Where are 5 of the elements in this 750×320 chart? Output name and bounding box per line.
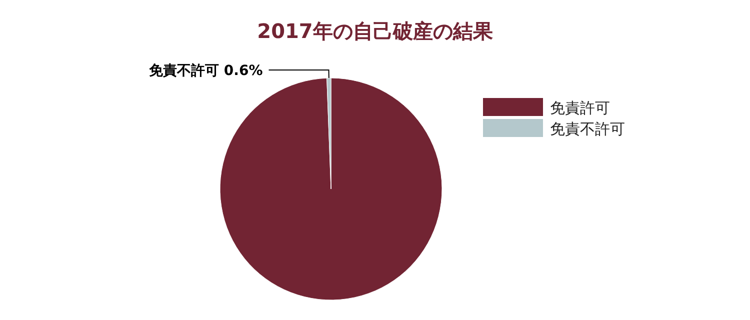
legend-label: 免責許可 (550, 99, 610, 117)
pie-slice (220, 78, 442, 300)
category-label: 免責不許可 0.6% (149, 63, 263, 80)
legend-label: 免責不許可 (550, 120, 625, 138)
chart-title: 2017年の自己破産の結果 (257, 19, 494, 43)
